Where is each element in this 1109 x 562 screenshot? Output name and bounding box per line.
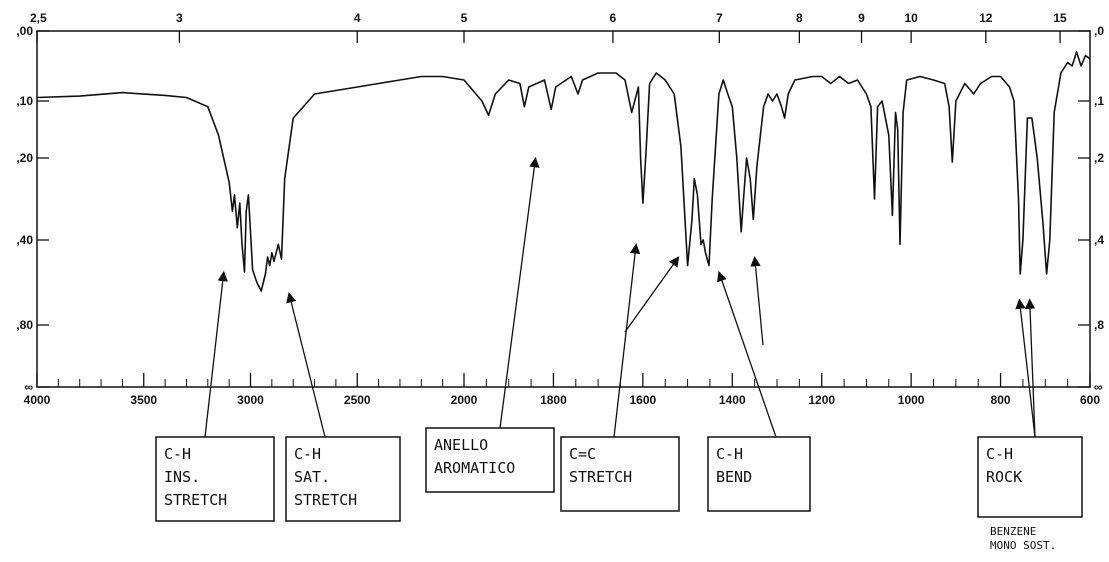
x-tick-label: 2500: [344, 393, 371, 407]
annotation-text: C-H: [716, 445, 743, 463]
top-tick-label: 2,5: [30, 11, 47, 25]
annotation-2: ANELLO AROMATICO: [425, 156, 555, 493]
x-tick-label: 2000: [451, 393, 478, 407]
x-tick-label: 3500: [130, 393, 157, 407]
x-tick-label: 1800: [540, 393, 567, 407]
x-tick-label: 600: [1080, 393, 1100, 407]
annotation-box: [155, 436, 275, 522]
annotation-text: C-H: [164, 445, 191, 463]
top-tick-label: 8: [796, 11, 803, 25]
annotation-text: INS.: [164, 468, 200, 486]
y-tick-label-left: ,10: [16, 94, 33, 108]
top-tick-label: 7: [716, 11, 723, 25]
annotation-box: [425, 427, 555, 493]
y-tick-label-right: ,8: [1094, 318, 1104, 332]
top-tick-label: 6: [610, 11, 617, 25]
annotation-arrow: [499, 156, 540, 429]
annotation-text: ANELLO: [434, 436, 488, 454]
plot-frame: [36, 30, 1091, 388]
annotation-text: SAT.: [294, 468, 330, 486]
annotation-text: ROCK: [986, 468, 1022, 486]
top-axis-labels: 2,5 3 4 5 6 7 8 9 10 12 15: [30, 11, 1067, 25]
y-tick-label-right: ,0: [1094, 24, 1104, 38]
annotation-arrow: [624, 256, 680, 333]
x-tick-label: 800: [991, 393, 1011, 407]
top-tick-label: 4: [354, 11, 361, 25]
annotation-text: STRETCH: [569, 468, 632, 486]
annotation-text: AROMATICO: [434, 459, 515, 477]
x-tick-label: 1600: [630, 393, 657, 407]
annotation-text: C-H: [294, 445, 321, 463]
bottom-axis-ticks: [36, 373, 1091, 387]
annotation-box: [977, 436, 1083, 518]
annotations: C-H INS. STRETCH C-H SAT. STRETCH ANELLO AROMAT…: [155, 156, 1083, 552]
bottom-axis-labels: 4000 3500 3000 2500 2000 1800 1600 1400 1200 1000…: [24, 393, 1101, 407]
annotation-arrow: [204, 270, 228, 438]
y-tick-label-left: ,20: [16, 151, 33, 165]
annotation-text: C-H: [986, 445, 1013, 463]
x-tick-label: 4000: [24, 393, 51, 407]
top-tick-label: 10: [904, 11, 918, 25]
x-tick-label: 1200: [808, 393, 835, 407]
y-tick-label-right: ∞: [1094, 380, 1103, 394]
top-axis-ticks: [36, 31, 1061, 43]
annotation-text: STRETCH: [294, 491, 357, 509]
annotation-note: BENZENE: [990, 525, 1036, 538]
x-tick-label: 3000: [237, 393, 264, 407]
annotation-text: STRETCH: [164, 491, 227, 509]
annotation-1: C-H SAT. STRETCH: [285, 292, 401, 522]
spectrum-line: [36, 51, 1091, 292]
annotation-box: [560, 436, 680, 512]
y-axis-ticks: [37, 30, 1090, 388]
y-tick-label-right: ,4: [1094, 233, 1104, 247]
annotation-arrow: [1024, 298, 1036, 438]
y-tick-label-left: ,80: [16, 318, 33, 332]
annotation-note: MONO SOST.: [990, 539, 1056, 552]
top-tick-label: 15: [1053, 11, 1067, 25]
x-tick-label: 1400: [719, 393, 746, 407]
annotation-arrow: [750, 255, 764, 346]
annotation-arrow: [286, 292, 326, 438]
annotation-arrow: [613, 243, 641, 438]
annotation-0: C-H INS. STRETCH: [155, 270, 275, 522]
annotation-box: [707, 436, 811, 512]
y-axis-labels-right: ,0 ,1 ,2 ,4 ,8 ∞: [1094, 24, 1104, 394]
top-tick-label: 9: [858, 11, 865, 25]
annotation-3: C=C STRETCH: [560, 243, 680, 512]
y-axis-labels-left: ,00 ,10 ,20 ,40 ,80 ∞: [16, 24, 33, 394]
annotation-box: [285, 436, 401, 522]
y-tick-label-left: ,00: [16, 24, 33, 38]
y-tick-label-left: ,40: [16, 233, 33, 247]
annotation-text: BEND: [716, 468, 752, 486]
top-tick-label: 12: [979, 11, 993, 25]
annotation-text: C=C: [569, 445, 596, 463]
y-tick-label-right: ,2: [1094, 151, 1104, 165]
annotation-4: C-H BEND: [707, 255, 811, 512]
x-tick-label: 1000: [898, 393, 925, 407]
top-tick-label: 5: [461, 11, 468, 25]
annotation-arrow: [717, 270, 777, 438]
y-tick-label-right: ,1: [1094, 94, 1104, 108]
y-tick-label-left: ∞: [24, 380, 33, 394]
annotation-arrow: [1015, 298, 1036, 438]
top-tick-label: 3: [176, 11, 183, 25]
